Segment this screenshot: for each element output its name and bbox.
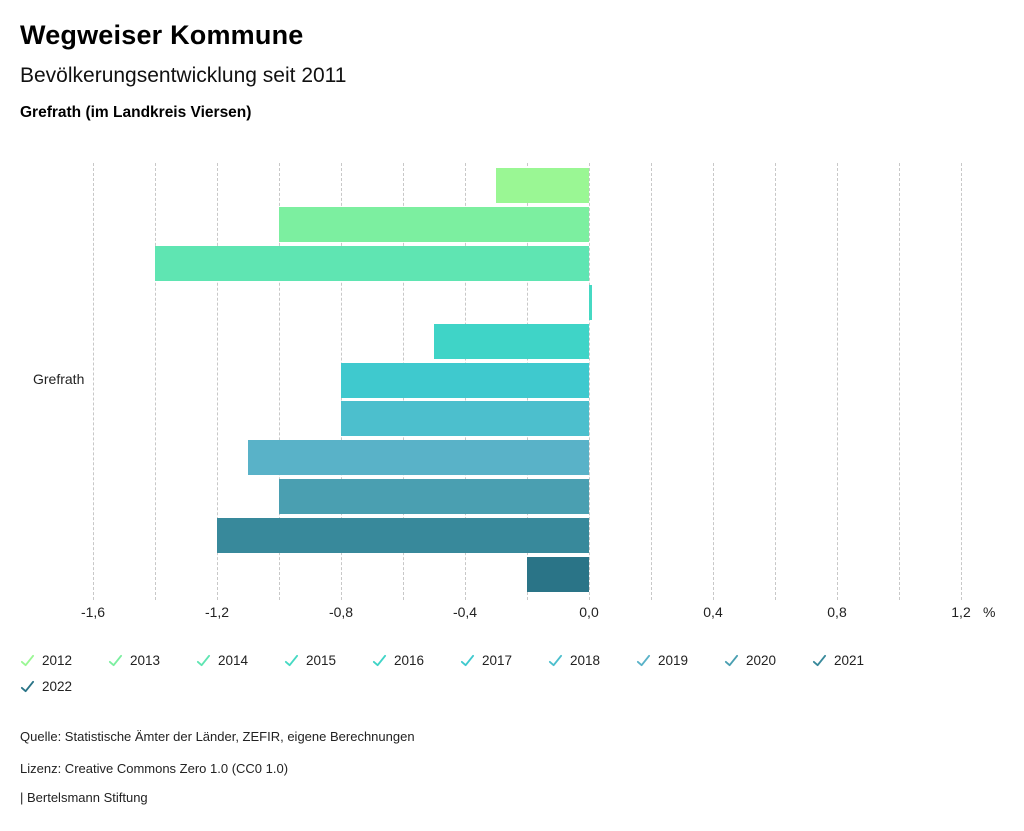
x-tick-label: -1,6 [80,604,106,620]
bar-2017[interactable] [341,362,589,398]
check-icon [196,654,211,667]
gridline [899,163,900,600]
gridline [775,163,776,600]
bar-2013[interactable] [279,206,589,242]
x-tick-label: 0,0 [579,604,599,620]
legend-label: 2018 [570,653,601,668]
gridline [651,163,652,600]
legend-label: 2019 [658,653,689,668]
gridline [155,163,156,600]
legend-item-2018[interactable]: 2018 [548,653,636,668]
gridline [837,163,838,600]
legend-label: 2015 [306,653,337,668]
gridline [961,163,962,600]
bar-2020[interactable] [279,479,589,515]
legend-label: 2014 [218,653,249,668]
bar-2014[interactable] [155,245,589,281]
legend: 2012 2013 2014 2015 2016 2017 2018 2019 2020 2021… [20,653,1010,705]
footer-attribution: | Bertelsmann Stiftung [20,790,148,805]
page-subtitle: Bevölkerungsentwicklung seit 2011 [20,64,347,87]
check-icon [636,654,651,667]
x-tick-label: -0,4 [452,604,478,620]
bar-2015[interactable] [589,284,593,320]
x-tick-label: -1,2 [204,604,230,620]
check-icon [460,654,475,667]
legend-item-2016[interactable]: 2016 [372,653,460,668]
gridline [279,163,280,600]
legend-item-2012[interactable]: 2012 [20,653,108,668]
legend-item-2014[interactable]: 2014 [196,653,284,668]
legend-label: 2017 [482,653,513,668]
region-title: Grefrath (im Landkreis Viersen) [20,104,252,121]
y-axis-category-label: Grefrath [33,371,85,387]
legend-item-2021[interactable]: 2021 [812,653,900,668]
x-axis-unit-label: % [983,604,996,620]
check-icon [724,654,739,667]
gridline [589,163,590,600]
legend-label: 2021 [834,653,865,668]
check-icon [284,654,299,667]
x-axis: -1,6 -1,2 -0,8 -0,4 0,0 0,4 0,8 1,2% [0,604,1023,624]
footer-license: Lizenz: Creative Commons Zero 1.0 (CC0 1… [20,761,289,776]
legend-item-2019[interactable]: 2019 [636,653,724,668]
footer-source: Quelle: Statistische Ämter der Länder, Z… [20,729,415,744]
legend-row: 2012 2013 2014 2015 2016 2017 2018 2019 2020 2021 [20,653,1010,668]
legend-label: 2022 [42,679,73,694]
legend-item-2015[interactable]: 2015 [284,653,372,668]
x-tick-label: 0,8 [827,604,847,620]
legend-row: 2022 [20,679,1010,694]
legend-label: 2020 [746,653,777,668]
check-icon [20,680,35,693]
gridline [713,163,714,600]
check-icon [812,654,827,667]
legend-item-2022[interactable]: 2022 [20,679,108,694]
x-tick-label: 1,2 [951,604,971,620]
gridline [217,163,218,600]
legend-item-2013[interactable]: 2013 [108,653,196,668]
legend-item-2017[interactable]: 2017 [460,653,548,668]
check-icon [372,654,387,667]
bar-2016[interactable] [434,323,589,359]
x-tick-label: 0,4 [703,604,723,620]
bar-2018[interactable] [341,401,589,437]
bar-2012[interactable] [496,168,589,203]
bar-2019[interactable] [248,440,589,476]
check-icon [548,654,563,667]
bar-2021[interactable] [217,518,589,554]
bar-2022[interactable] [527,557,589,592]
page-title: Wegweiser Kommune [20,20,304,50]
legend-label: 2013 [130,653,161,668]
gridline [93,163,94,600]
x-tick-label: -0,8 [328,604,354,620]
legend-label: 2012 [42,653,73,668]
plot-area [0,163,1023,600]
legend-item-2020[interactable]: 2020 [724,653,812,668]
check-icon [108,654,123,667]
check-icon [20,654,35,667]
legend-label: 2016 [394,653,425,668]
